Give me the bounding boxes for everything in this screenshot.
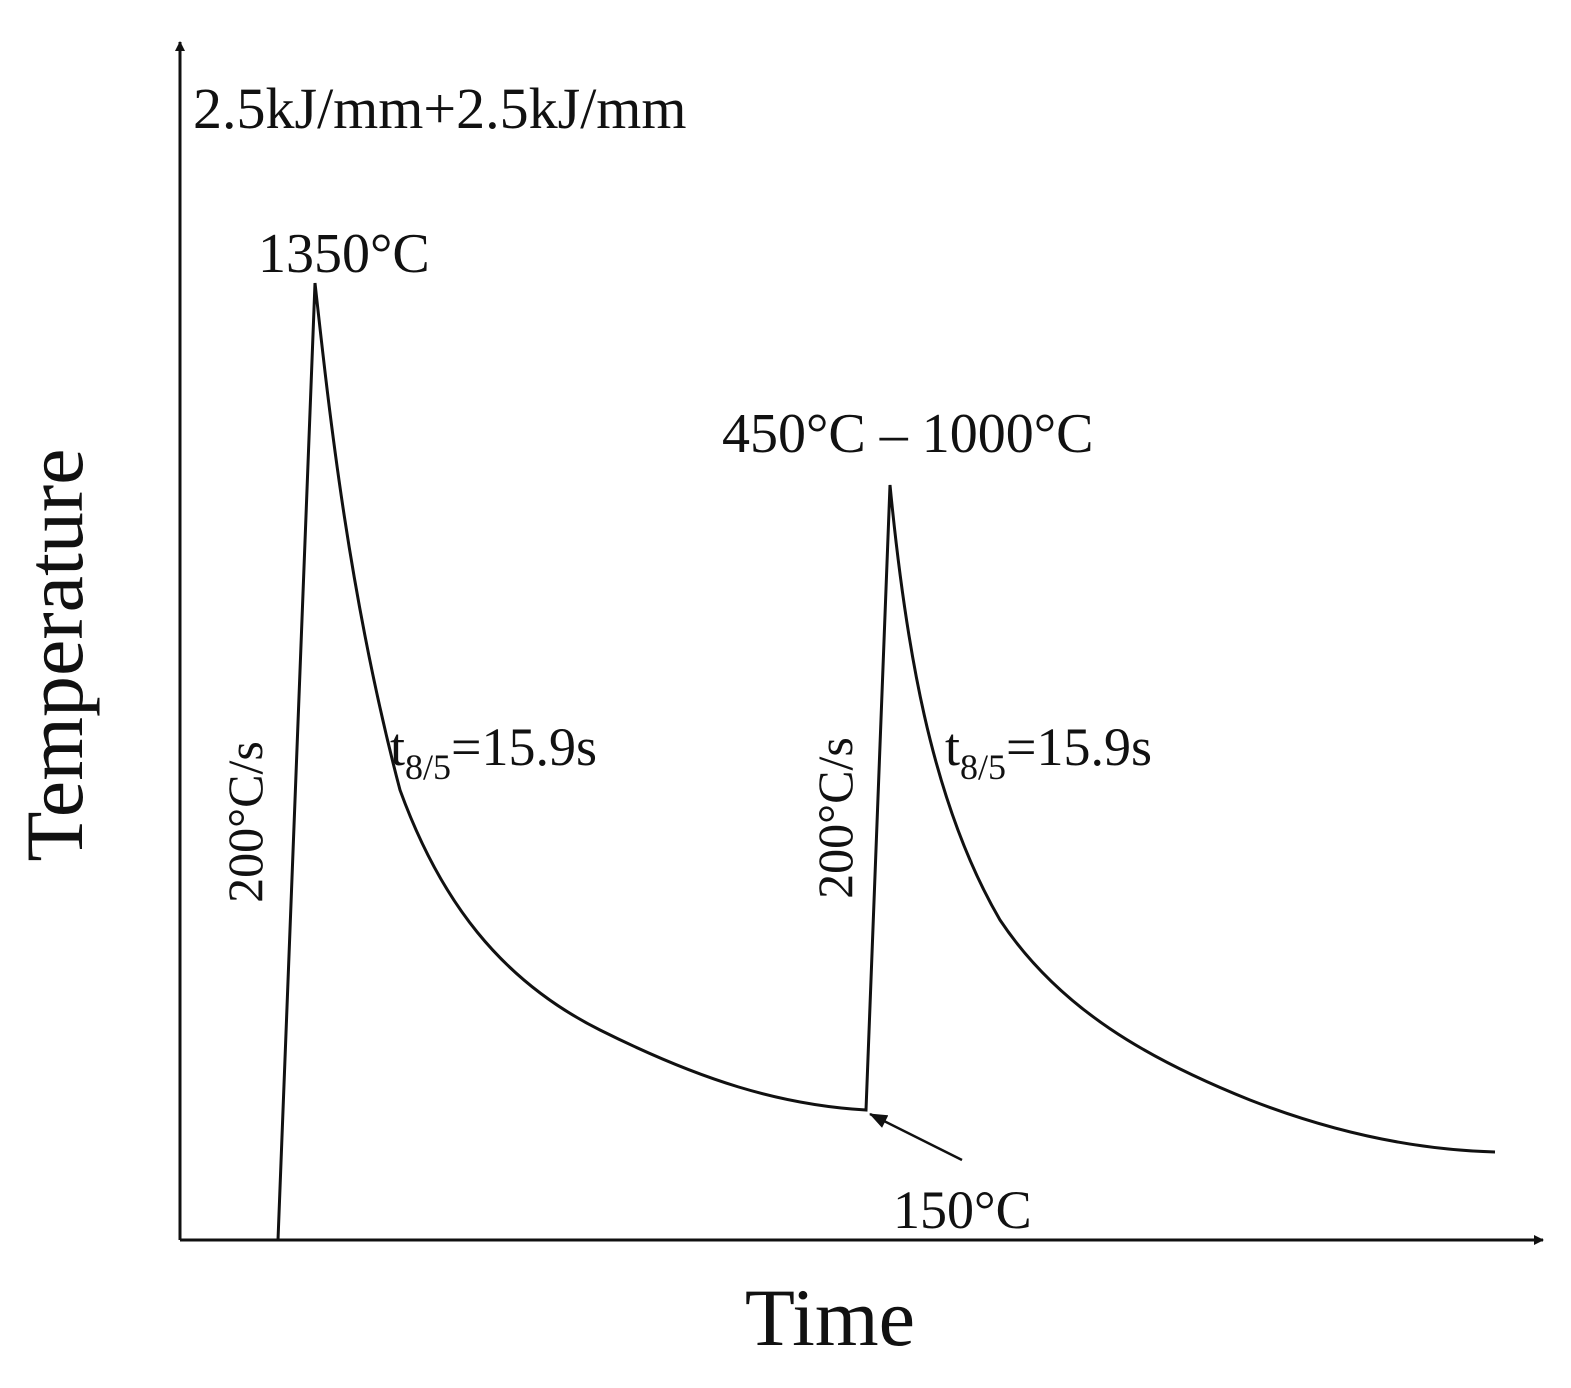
heating-rate-label: 200°C/s [807,737,863,899]
cooling-subscript: 8/5 [405,747,451,787]
peak-label: 1350°C [258,223,430,285]
thermal-cycle-curve [276,282,1496,1241]
cooling-value: =15.9s [451,717,597,777]
heating-rate-label: 200°C/s [217,741,273,903]
cooling-time-label: t8/5=15.9s [945,717,1152,787]
interpass-label: 150°C [893,1180,1032,1240]
interpass-arrow [869,1112,963,1162]
title: 2.5kJ/mm+2.5kJ/mm [193,76,687,141]
cooling-symbol: t [390,717,405,777]
cooling-symbol: t [945,717,960,777]
cooling-time-label: t8/5=15.9s [390,717,597,787]
peak-label: 450°C – 1000°C [722,403,1094,465]
cooling-subscript: 8/5 [960,747,1006,787]
x-axis-label: Time [745,1272,915,1363]
y-axis-label: Temperature [9,448,100,861]
cooling-value: =15.9s [1006,717,1152,777]
